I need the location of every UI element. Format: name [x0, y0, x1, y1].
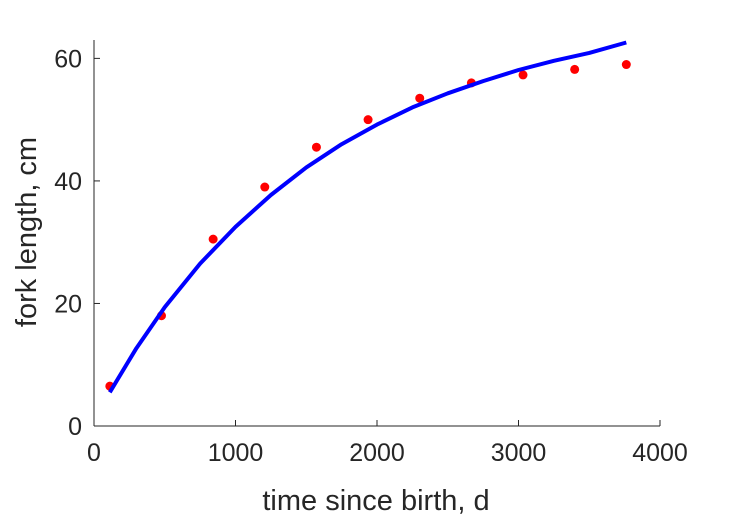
data-point	[570, 64, 580, 74]
fit-curve-line	[108, 40, 627, 394]
x-tick-label: 2000	[349, 439, 405, 467]
data-point	[311, 142, 321, 152]
y-tick-label: 20	[54, 290, 82, 318]
data-point	[208, 234, 218, 244]
x-tick-label: 0	[87, 439, 101, 467]
axes: 0 1000 2000 3000 4000 0 20 40 60	[54, 40, 688, 467]
y-tick-label: 0	[68, 413, 82, 441]
x-tick-label: 3000	[491, 439, 547, 467]
data-point	[621, 60, 631, 70]
x-tick-label: 4000	[632, 439, 688, 467]
plot-area	[105, 40, 631, 394]
y-tick-label: 60	[54, 45, 82, 73]
x-tick-label: 1000	[208, 439, 264, 467]
y-tick-label: 40	[54, 168, 82, 196]
data-point	[363, 115, 373, 125]
data-point	[415, 93, 425, 103]
x-axis-label: time since birth, d	[262, 485, 489, 517]
y-axis-label: fork length, cm	[11, 137, 43, 327]
data-point	[518, 70, 528, 80]
data-point	[260, 182, 270, 192]
